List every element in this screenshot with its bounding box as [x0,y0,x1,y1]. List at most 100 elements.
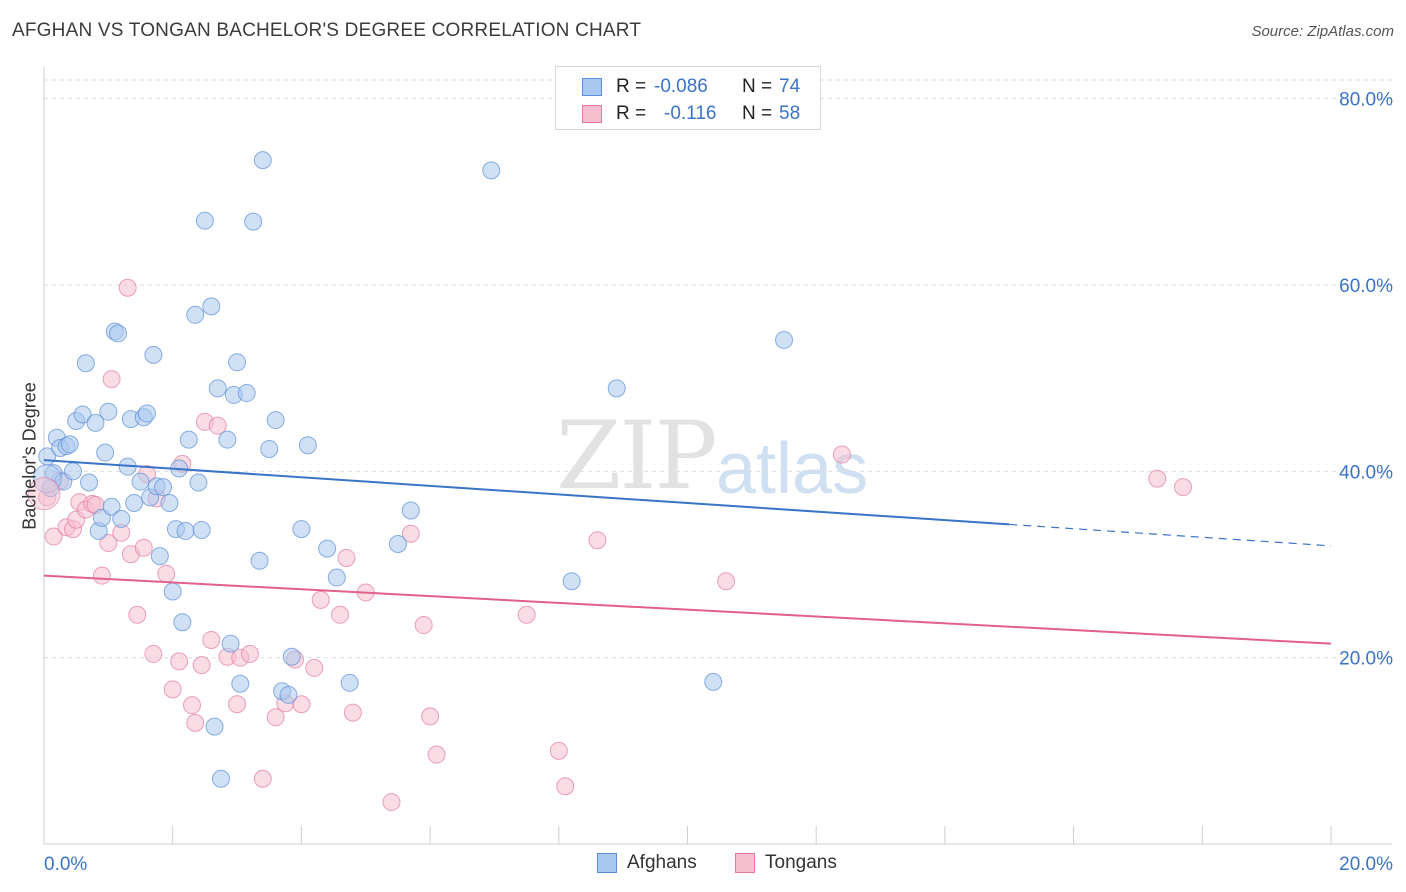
y-tick-label: 80.0% [1339,90,1393,111]
tongan-point [832,445,851,464]
tongan-point [44,527,63,546]
tongan-point [144,644,163,663]
y-tick-label: 40.0% [1339,462,1393,483]
afghan-point [282,647,301,666]
afghan-point [704,672,723,691]
tongan-point [556,777,575,796]
source-label: Source: ZipAtlas.com [1251,23,1394,40]
afghan-point [202,297,221,316]
afghan-point [318,539,337,558]
afghan-point [218,430,237,449]
tongan-point [118,278,137,297]
tongan-point [134,538,153,557]
afghans-legend-swatch [597,853,617,873]
afghan-point [208,379,227,398]
afghan-point [163,582,182,601]
afghan-point [96,443,115,462]
afghan-point [76,354,95,373]
tongan-point [1173,478,1192,497]
tongan-point [183,696,202,715]
tongan-point [192,656,211,675]
y-tick-label: 60.0% [1339,276,1393,297]
r-label: R = [616,76,647,97]
bottom-legend-tongans[interactable]: Tongans [735,852,837,874]
afghan-point [99,402,118,421]
tongan-point [292,695,311,714]
afghan-point [607,379,626,398]
tongan-point [382,793,401,812]
tongan-point [337,548,356,567]
afghan-point [244,212,263,231]
tongan-point [253,769,272,788]
afghan-point [298,436,317,455]
y-tick-label: 20.0% [1339,649,1393,670]
tongan-point [102,370,121,389]
afghan-point [562,572,581,591]
afghan-point [340,673,359,692]
tongan-point [266,708,285,727]
afghan-point [86,413,105,432]
afghan-point [154,478,173,497]
afghan-point [237,384,256,403]
tongan-point [240,644,259,663]
afghan-point [125,493,144,512]
afghans-trend-extension [1009,523,1332,547]
tongan-point [157,564,176,583]
afghan-point [260,439,279,458]
tongan-point [186,713,205,732]
tongan-point [1148,469,1167,488]
afghan-point [176,521,195,540]
afghan-point [109,324,128,343]
chart-title: AFGHAN VS TONGAN BACHELOR'S DEGREE CORRE… [12,20,642,41]
r-value: -0.116 [664,103,717,124]
tongans-legend-swatch [735,853,755,873]
tongans-swatch [582,105,602,123]
tongan-point [208,416,227,435]
afghan-point [327,568,346,587]
n-label: N = [742,76,773,97]
tongans-legend-label: Tongans [765,852,837,873]
afghan-point [160,493,179,512]
afghan-point [150,547,169,566]
tongan-point [549,741,568,760]
tongan-point [414,616,433,635]
afghan-point [482,161,501,180]
tongan-point [427,745,446,764]
tongan-point [99,534,118,553]
afghan-point [292,520,311,539]
tongan-point [305,658,324,677]
afghan-point [173,613,192,632]
afghan-point [253,151,272,170]
afghan-point [189,473,208,492]
afghan-point [63,462,82,481]
afghan-point [195,211,214,230]
afghan-point [192,521,211,540]
watermark-zip: ZIP [556,402,718,511]
n-label: N = [742,103,773,124]
tongan-point [421,707,440,726]
afghan-point [231,674,250,693]
legend-row-tongans: R = -0.116 N = 58 [582,102,800,126]
tongan-point [401,524,420,543]
tongan-point [92,566,111,585]
afghans-legend-label: Afghans [627,852,697,873]
r-label: R = [616,103,647,124]
afghan-point [137,404,156,423]
afghan-point [279,685,298,704]
afghan-point [266,411,285,430]
tongan-point [311,590,330,609]
afghan-point [388,534,407,553]
tongan-point [343,703,362,722]
x-tick-label: 20.0% [1339,854,1393,875]
bottom-legend-afghans[interactable]: Afghans [597,852,697,874]
afghan-point [80,473,99,492]
tongan-point [170,652,189,671]
tongan-point [331,605,350,624]
afghans-trend-line [43,459,1010,526]
afghan-point [131,472,150,491]
tongan-point [588,531,607,550]
afghan-point [228,353,247,372]
tongan-point [202,630,221,649]
afghan-point [250,551,269,570]
